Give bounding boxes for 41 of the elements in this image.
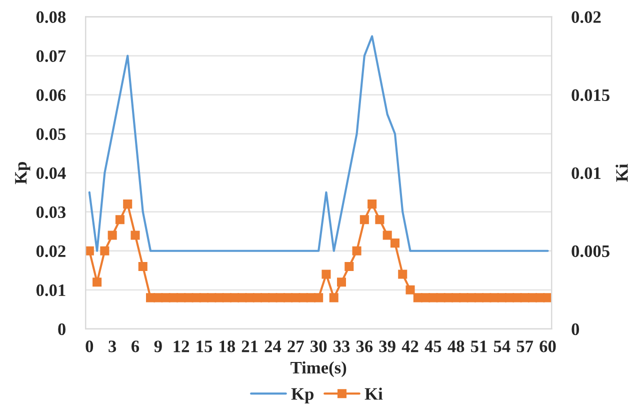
x-tick-label: 30 xyxy=(310,340,327,352)
y-tick-label: 0.03 xyxy=(36,206,66,218)
x-tick-label: 54 xyxy=(494,340,510,352)
line-series xyxy=(88,35,549,252)
x-tick-label: 48 xyxy=(448,340,464,352)
y-tick-label: 0.01 xyxy=(36,284,66,296)
x-tick-label: 45 xyxy=(424,340,442,352)
y2-tick-label: 0.015 xyxy=(572,89,610,102)
x-tick-label: 39 xyxy=(379,340,396,352)
x-tick-label: 6 xyxy=(132,340,140,352)
x-tick-label: 18 xyxy=(220,340,236,352)
y2-tick-label: 0 xyxy=(572,323,580,336)
y2-axis-title: Ki xyxy=(616,164,628,182)
x-tick-label: 57 xyxy=(516,340,534,352)
y-tick-label: 0.04 xyxy=(36,167,66,180)
x-tick-label: 0 xyxy=(86,340,94,352)
x-tick-label: 24 xyxy=(264,340,282,352)
legend-label: Ki xyxy=(364,388,383,400)
x-axis-title: Time(s) xyxy=(290,361,346,378)
y2-tick-label: 0.02 xyxy=(572,11,601,24)
y-tick-label: 0.02 xyxy=(36,245,66,258)
y2-tick-label: 0.01 xyxy=(572,167,601,180)
legend-label: Kp xyxy=(291,388,314,404)
y2-tick-label: 0.005 xyxy=(572,245,610,258)
x-tick-label: 21 xyxy=(242,340,258,352)
x-tick-label: 9 xyxy=(154,340,162,352)
x-tick-label: 12 xyxy=(174,340,190,352)
y-axis-title: Kp xyxy=(15,162,30,184)
x-tick-label: 3 xyxy=(108,340,116,352)
x-tick-label: 33 xyxy=(333,340,350,352)
x-tick-label: 36 xyxy=(356,340,373,352)
y-tick-label: 0.08 xyxy=(36,11,66,24)
y-tick-label: 0.06 xyxy=(36,89,66,102)
x-tick-label: 51 xyxy=(471,340,487,352)
x-tick-label: 42 xyxy=(402,340,418,352)
x-tick-label: 27 xyxy=(288,340,304,352)
x-tick-label: 60 xyxy=(540,340,556,352)
x-tick-label: 15 xyxy=(196,340,212,352)
y-tick-label: 0.05 xyxy=(36,128,66,140)
y-tick-label: 0 xyxy=(58,323,66,336)
y-tick-label: 0.07 xyxy=(36,50,66,62)
